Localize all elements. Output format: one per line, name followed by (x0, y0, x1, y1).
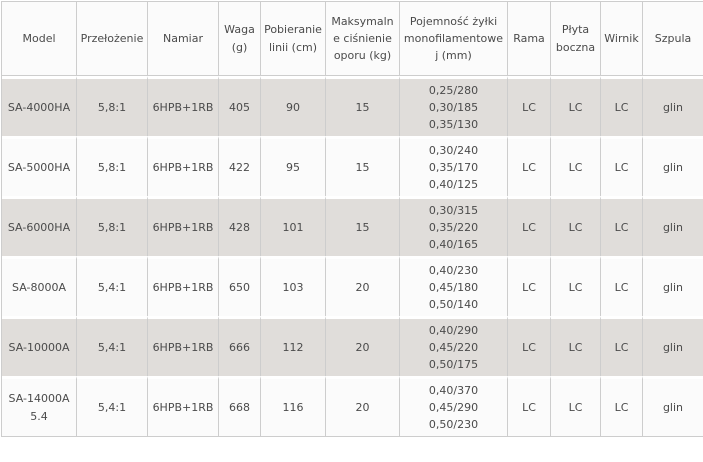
cell-max-drag: 20 (326, 316, 400, 376)
cell-frame: LC (508, 316, 551, 376)
cell-frame: LC (508, 136, 551, 196)
cell-weight: 668 (219, 376, 261, 436)
cell-weight: 666 (219, 316, 261, 376)
cell-model: SA-10000A (2, 316, 77, 376)
cell-bearings: 6HPB+1RB (148, 196, 219, 256)
cell-bearings: 6HPB+1RB (148, 76, 219, 136)
cell-line-retrieve: 112 (261, 316, 326, 376)
column-header-max-drag: Maksymalne ciśnienie oporu (kg) (326, 2, 400, 76)
table-body: SA-4000HA 5,8:1 6HPB+1RB 405 90 15 0,25/… (2, 76, 703, 436)
cell-weight: 428 (219, 196, 261, 256)
cell-spool: glin (643, 256, 703, 316)
cell-side-plate: LC (551, 316, 601, 376)
cell-bearings: 6HPB+1RB (148, 256, 219, 316)
cell-side-plate: LC (551, 136, 601, 196)
cell-gear-ratio: 5,4:1 (77, 256, 148, 316)
cell-max-drag: 15 (326, 136, 400, 196)
cell-rotor: LC (601, 76, 643, 136)
cell-spool: glin (643, 376, 703, 436)
cell-rotor: LC (601, 316, 643, 376)
table-row: SA-14000A 5.4 5,4:1 6HPB+1RB 668 116 20 … (2, 376, 703, 436)
cell-line-retrieve: 95 (261, 136, 326, 196)
cell-max-drag: 20 (326, 376, 400, 436)
cell-spool: glin (643, 76, 703, 136)
cell-bearings: 6HPB+1RB (148, 376, 219, 436)
cell-bearings: 6HPB+1RB (148, 316, 219, 376)
reel-spec-table: Model Przełożenie Namiar Waga (g) Pobier… (1, 1, 703, 437)
cell-bearings: 6HPB+1RB (148, 136, 219, 196)
cell-frame: LC (508, 256, 551, 316)
cell-weight: 422 (219, 136, 261, 196)
cell-rotor: LC (601, 376, 643, 436)
cell-frame: LC (508, 76, 551, 136)
cell-spool: glin (643, 316, 703, 376)
cell-spool: glin (643, 196, 703, 256)
table-row: SA-4000HA 5,8:1 6HPB+1RB 405 90 15 0,25/… (2, 76, 703, 136)
cell-line-capacity: 0,40/230 0,45/180 0,50/140 (400, 256, 508, 316)
table-row: SA-6000HA 5,8:1 6HPB+1RB 428 101 15 0,30… (2, 196, 703, 256)
cell-spool: glin (643, 136, 703, 196)
column-header-model: Model (2, 2, 77, 76)
table-row: SA-8000A 5,4:1 6HPB+1RB 650 103 20 0,40/… (2, 256, 703, 316)
table-header: Model Przełożenie Namiar Waga (g) Pobier… (2, 2, 703, 76)
cell-line-retrieve: 90 (261, 76, 326, 136)
cell-model: SA-14000A 5.4 (2, 376, 77, 436)
cell-rotor: LC (601, 136, 643, 196)
cell-side-plate: LC (551, 76, 601, 136)
header-row: Model Przełożenie Namiar Waga (g) Pobier… (2, 2, 703, 76)
column-header-rotor: Wirnik (601, 2, 643, 76)
cell-line-capacity: 0,40/290 0,45/220 0,50/175 (400, 316, 508, 376)
cell-model: SA-6000HA (2, 196, 77, 256)
cell-line-retrieve: 116 (261, 376, 326, 436)
cell-line-retrieve: 103 (261, 256, 326, 316)
column-header-side-plate: Płyta boczna (551, 2, 601, 76)
cell-rotor: LC (601, 196, 643, 256)
cell-model: SA-4000HA (2, 76, 77, 136)
cell-line-capacity: 0,30/240 0,35/170 0,40/125 (400, 136, 508, 196)
column-header-line-capacity: Pojemność żyłki monofilamentowej (mm) (400, 2, 508, 76)
column-header-frame: Rama (508, 2, 551, 76)
column-header-line-retrieve: Pobieranie linii (cm) (261, 2, 326, 76)
cell-line-capacity: 0,30/315 0,35/220 0,40/165 (400, 196, 508, 256)
cell-side-plate: LC (551, 196, 601, 256)
cell-gear-ratio: 5,4:1 (77, 316, 148, 376)
cell-max-drag: 15 (326, 76, 400, 136)
column-header-spool: Szpula (643, 2, 703, 76)
cell-max-drag: 15 (326, 196, 400, 256)
cell-rotor: LC (601, 256, 643, 316)
cell-side-plate: LC (551, 376, 601, 436)
cell-gear-ratio: 5,8:1 (77, 196, 148, 256)
column-header-gear-ratio: Przełożenie (77, 2, 148, 76)
table-row: SA-5000HA 5,8:1 6HPB+1RB 422 95 15 0,30/… (2, 136, 703, 196)
cell-weight: 405 (219, 76, 261, 136)
cell-weight: 650 (219, 256, 261, 316)
table-row: SA-10000A 5,4:1 6HPB+1RB 666 112 20 0,40… (2, 316, 703, 376)
cell-side-plate: LC (551, 256, 601, 316)
cell-line-capacity: 0,40/370 0,45/290 0,50/230 (400, 376, 508, 436)
cell-frame: LC (508, 376, 551, 436)
cell-line-capacity: 0,25/280 0,30/185 0,35/130 (400, 76, 508, 136)
cell-frame: LC (508, 196, 551, 256)
cell-model: SA-5000HA (2, 136, 77, 196)
cell-gear-ratio: 5,8:1 (77, 136, 148, 196)
cell-max-drag: 20 (326, 256, 400, 316)
cell-model: SA-8000A (2, 256, 77, 316)
cell-line-retrieve: 101 (261, 196, 326, 256)
cell-gear-ratio: 5,4:1 (77, 376, 148, 436)
cell-gear-ratio: 5,8:1 (77, 76, 148, 136)
column-header-weight: Waga (g) (219, 2, 261, 76)
column-header-bearings: Namiar (148, 2, 219, 76)
